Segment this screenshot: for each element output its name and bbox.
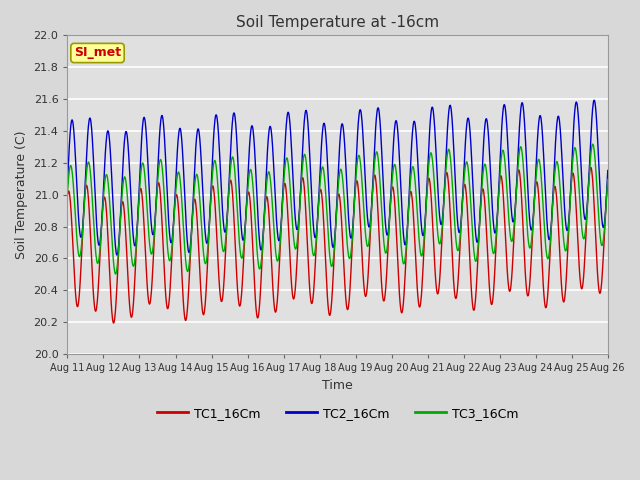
Line: TC3_16Cm: TC3_16Cm (67, 144, 608, 274)
TC3_16Cm (589, 141, 596, 147)
Line: TC1_16Cm: TC1_16Cm (67, 168, 608, 323)
TC1_16Cm (305, 260, 312, 266)
TC2_16Cm (314, 209, 322, 215)
TC1_16Cm (293, 257, 301, 263)
TC3_16Cm (293, 240, 301, 246)
TC1_16Cm (587, 165, 595, 170)
TC3_16Cm (371, 154, 379, 160)
TC1_16Cm (63, 193, 71, 199)
TC2_16Cm (63, 181, 71, 187)
TC2_16Cm (293, 227, 301, 232)
X-axis label: Time: Time (322, 379, 353, 392)
TC2_16Cm (371, 132, 379, 137)
TC1_16Cm (371, 174, 379, 180)
TC2_16Cm (590, 97, 598, 103)
Legend: TC1_16Cm, TC2_16Cm, TC3_16Cm: TC1_16Cm, TC2_16Cm, TC3_16Cm (152, 402, 524, 425)
TC3_16Cm (128, 254, 136, 260)
TC1_16Cm (314, 209, 322, 215)
Line: TC2_16Cm: TC2_16Cm (67, 100, 608, 255)
TC2_16Cm (113, 252, 121, 258)
TC2_16Cm (305, 125, 312, 131)
TC3_16Cm (305, 186, 312, 192)
TC2_16Cm (128, 208, 136, 214)
TC3_16Cm (604, 177, 612, 182)
TC1_16Cm (106, 263, 113, 268)
TC2_16Cm (604, 168, 612, 173)
Title: Soil Temperature at -16cm: Soil Temperature at -16cm (236, 15, 439, 30)
TC2_16Cm (106, 135, 113, 141)
TC3_16Cm (314, 212, 322, 217)
Y-axis label: Soil Temperature (C): Soil Temperature (C) (15, 131, 28, 259)
TC1_16Cm (604, 180, 612, 185)
TC3_16Cm (112, 271, 120, 277)
TC3_16Cm (106, 193, 113, 199)
TC1_16Cm (128, 314, 136, 320)
TC1_16Cm (109, 320, 117, 326)
Text: SI_met: SI_met (74, 47, 121, 60)
TC3_16Cm (63, 190, 71, 196)
